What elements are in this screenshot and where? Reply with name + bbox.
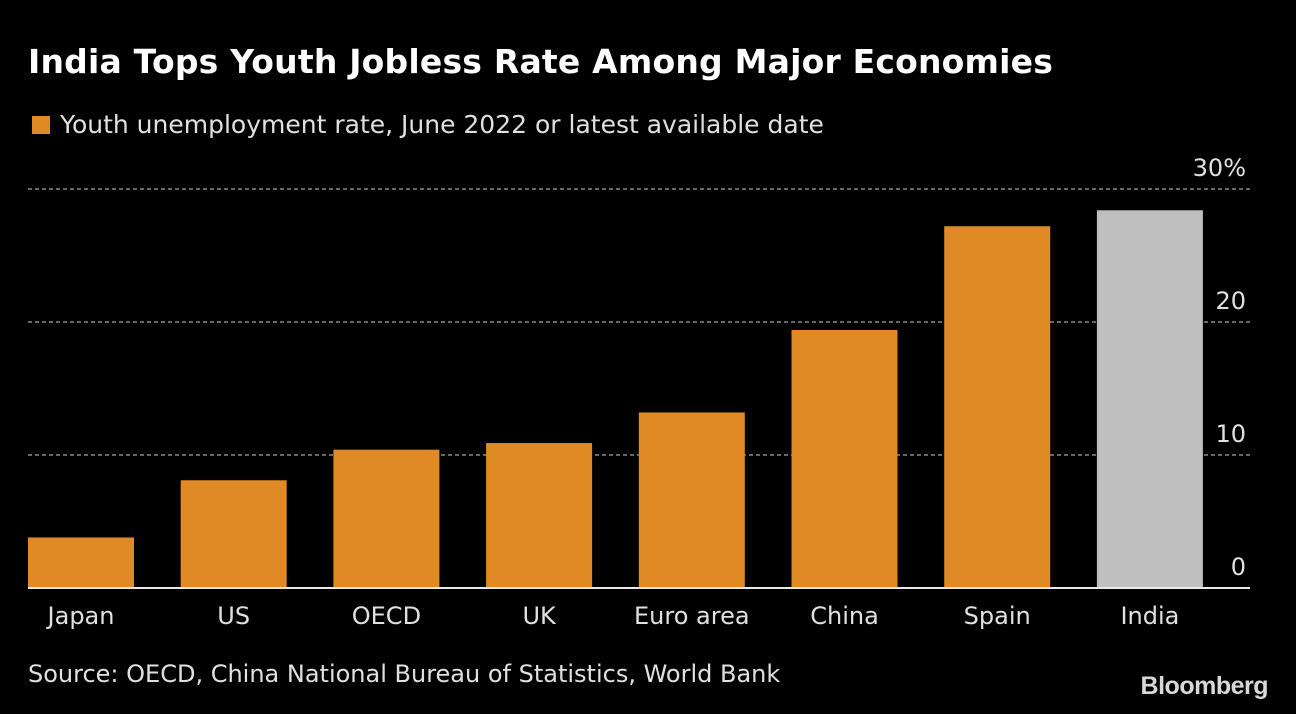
x-tick-label: UK — [522, 602, 557, 630]
bar-uk — [486, 443, 593, 588]
legend: Youth unemployment rate, June 2022 or la… — [32, 110, 824, 139]
bar-japan — [28, 537, 134, 588]
bar-euro-area — [638, 412, 745, 588]
y-tick-label: 30% — [1193, 154, 1246, 182]
bloomberg-logo: Bloomberg — [1140, 672, 1269, 700]
y-tick-label: 0 — [1231, 553, 1246, 581]
bar-oecd — [333, 449, 440, 588]
x-tick-label: Spain — [964, 602, 1031, 630]
bar-us — [180, 480, 287, 588]
legend-label: Youth unemployment rate, June 2022 or la… — [60, 110, 824, 139]
source-note: Source: OECD, China National Bureau of S… — [28, 660, 781, 688]
y-tick-label: 10 — [1215, 420, 1246, 448]
legend-swatch — [32, 115, 50, 134]
bar-china — [791, 329, 898, 588]
x-tick-label: Japan — [46, 602, 115, 630]
x-tick-label: India — [1120, 602, 1179, 630]
y-tick-label: 20 — [1215, 287, 1246, 315]
x-tick-label: OECD — [352, 602, 421, 630]
x-tick-label: US — [217, 602, 250, 630]
x-tick-label: China — [810, 602, 879, 630]
bar-spain — [944, 226, 1051, 589]
x-tick-label: Euro area — [634, 602, 750, 630]
bar-india — [1096, 210, 1203, 588]
chart-title: India Tops Youth Jobless Rate Among Majo… — [28, 42, 1054, 81]
